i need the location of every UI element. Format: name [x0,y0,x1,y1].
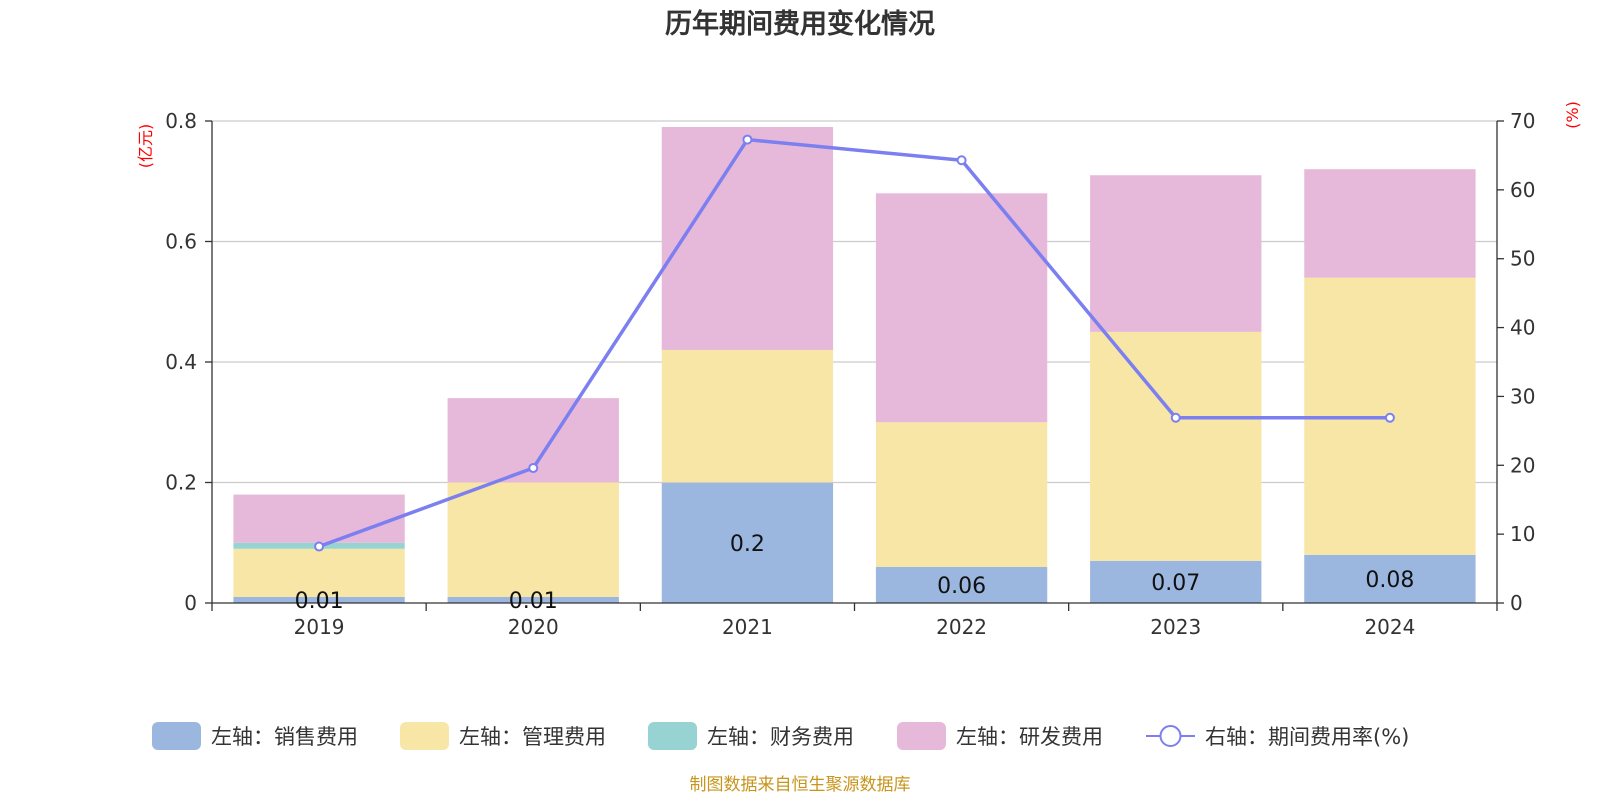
bar-segment-2 [875,422,1048,567]
axes: 0 0.2 0.4 0.6 0.8 0 10 20 30 40 50 60 70 2019 2020 2021… [165,109,1535,639]
rate-line-point [314,541,325,552]
legend-label: 左轴：研发费用 [956,725,1103,749]
rate-line-point [1170,412,1181,423]
right-axis-tick-label: 50 [1510,247,1535,271]
x-axis-tick-label: 2021 [722,615,773,639]
legend: 左轴：销售费用 左轴：管理费用 左轴：财务费用 左轴：研发费用 右轴：期间费用率(%) [152,722,1409,750]
right-axis-tick-label: 10 [1510,522,1535,546]
data-labels: 0.01 0.01 0.2 0.06 0.07 0.08 [295,532,1415,614]
x-axis-tick-label: 2023 [1150,615,1201,639]
rate-line [318,137,1390,549]
bar-data-label: 0.06 [937,574,986,599]
legend-swatch [152,722,201,750]
bar-segment-1 [661,482,834,603]
right-axis-tick-label: 20 [1510,453,1535,477]
bar-segment-4 [233,494,405,543]
source-note: 制图数据来自恒生聚源数据库 [690,775,911,795]
left-axis-tick-label: 0.4 [165,350,197,374]
legend-label: 左轴：管理费用 [459,725,606,749]
bar-segment-4 [1304,169,1476,278]
bar-data-label: 0.01 [509,589,558,614]
legend-swatch [897,722,946,750]
rate-line-series [314,134,1395,552]
legend-label: 左轴：财务费用 [707,725,854,749]
left-axis-unit: (亿元) [136,124,155,169]
x-axis-tick-label: 2019 [294,615,345,639]
bar-segment-4 [1090,175,1262,332]
right-axis-tick-label: 30 [1510,384,1535,408]
bar-segment-2 [447,482,619,597]
right-axis-tick-label: 40 [1510,316,1535,340]
legend-swatch [648,722,697,750]
right-axis-tick-label: 60 [1510,178,1535,202]
gridlines [212,120,1497,484]
bar-segment-2 [233,548,405,597]
bar-series [233,127,1476,603]
left-axis-tick-label: 0.8 [165,109,197,133]
bar-segment-1 [447,596,619,603]
right-axis-tick-label: 0 [1510,591,1523,615]
legend-marker [1159,725,1182,747]
bar-segment-1 [1090,560,1262,603]
right-axis-unit: (%) [1563,101,1582,129]
bar-data-label: 0.2 [730,532,765,557]
bar-data-label: 0.01 [295,589,344,614]
x-axis-tick-label: 2022 [936,615,987,639]
bar-segment-4 [661,127,834,350]
legend-swatch [400,722,449,750]
bar-segment-1 [1304,554,1476,603]
legend-label: 左轴：销售费用 [211,725,358,749]
left-axis-tick-label: 0.6 [165,230,197,254]
rate-line-point [528,463,539,474]
left-axis-tick-label: 0 [184,591,197,615]
left-axis-tick-label: 0.2 [165,471,197,495]
bar-segment-1 [875,566,1048,603]
bar-segment-1 [233,596,405,603]
bar-segment-4 [875,193,1048,423]
legend-label: 右轴：期间费用率(%) [1205,725,1409,749]
right-axis-tick-label: 70 [1510,109,1535,133]
x-axis-tick-label: 2020 [508,615,559,639]
bar-segment-2 [1090,331,1262,561]
bar-data-label: 0.07 [1151,571,1200,596]
x-axis-tick-label: 2024 [1364,615,1415,639]
rate-line-point [742,134,753,145]
rate-line-point [1384,412,1395,423]
chart-title: 历年期间费用变化情况 [665,8,935,40]
rate-line-point [956,155,967,166]
bar-segment-2 [661,349,834,483]
bar-data-label: 0.08 [1365,568,1414,593]
